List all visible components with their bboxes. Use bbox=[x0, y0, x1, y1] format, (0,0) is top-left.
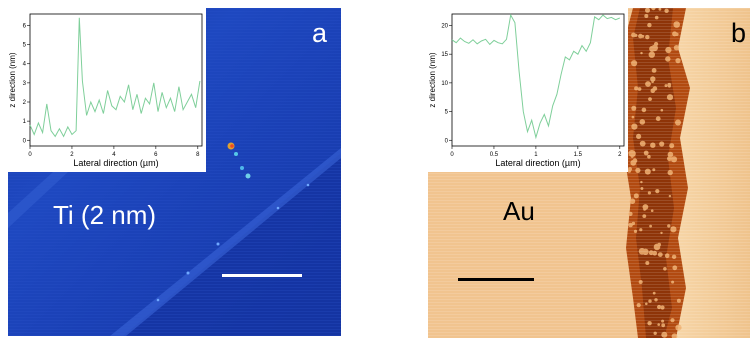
y-axis-label: z direction (nm) bbox=[8, 52, 17, 107]
x-tick-label: 1.5 bbox=[574, 152, 583, 158]
x-axis-label: Lateral direction (µm) bbox=[73, 158, 158, 168]
panel-letter: a bbox=[311, 18, 327, 48]
height-profile-inset: 0 2 4 6 8 0 1 2 3 4 5 6 Lateral direction (µm) z dire… bbox=[8, 8, 206, 172]
height-profile-line bbox=[29, 17, 201, 138]
x-tick-label: 4 bbox=[112, 152, 116, 158]
afm-image-au: 0 0.5 1 1.5 2 0 5 10 15 20 Lateral direction (µm) z… bbox=[428, 8, 750, 338]
scale-bar bbox=[458, 278, 534, 281]
x-tick-label: 2 bbox=[618, 152, 622, 158]
y-tick-label: 5 bbox=[23, 43, 27, 49]
y-tick-label: 10 bbox=[441, 81, 448, 87]
y-tick-label: 15 bbox=[441, 52, 448, 58]
x-tick-label: 2 bbox=[70, 152, 74, 158]
height-profile-line bbox=[451, 13, 620, 140]
afm-image-ti: 0 2 4 6 8 0 1 2 3 4 5 6 Lateral direction (µm) z dire… bbox=[8, 8, 341, 336]
y-tick-label: 3 bbox=[23, 81, 27, 87]
scale-bar bbox=[222, 274, 302, 277]
x-tick-label: 0 bbox=[28, 152, 32, 158]
y-tick-label: 0 bbox=[445, 138, 449, 144]
y-axis-label: z direction (nm) bbox=[428, 52, 437, 107]
y-tick-label: 20 bbox=[441, 23, 448, 29]
x-tick-label: 0.5 bbox=[490, 152, 499, 158]
y-tick-label: 6 bbox=[23, 23, 27, 29]
x-tick-label: 6 bbox=[154, 152, 158, 158]
y-tick-label: 1 bbox=[23, 119, 27, 125]
panel-letter: b bbox=[730, 18, 746, 48]
plot-frame bbox=[451, 13, 625, 147]
y-tick-label: 2 bbox=[23, 100, 27, 106]
y-tick-label: 5 bbox=[445, 110, 449, 116]
material-label: Au bbox=[503, 196, 535, 226]
y-tick-label: 0 bbox=[23, 138, 27, 144]
x-tick-label: 8 bbox=[196, 152, 200, 158]
x-tick-label: 1 bbox=[534, 152, 538, 158]
x-tick-label: 0 bbox=[450, 152, 454, 158]
x-axis-label: Lateral direction (µm) bbox=[495, 158, 580, 168]
y-tick-label: 4 bbox=[23, 62, 27, 68]
height-profile-inset: 0 0.5 1 1.5 2 0 5 10 15 20 Lateral direction (µm) z… bbox=[428, 8, 628, 172]
plot-frame bbox=[29, 13, 203, 147]
material-label: Ti (2 nm) bbox=[53, 200, 157, 230]
